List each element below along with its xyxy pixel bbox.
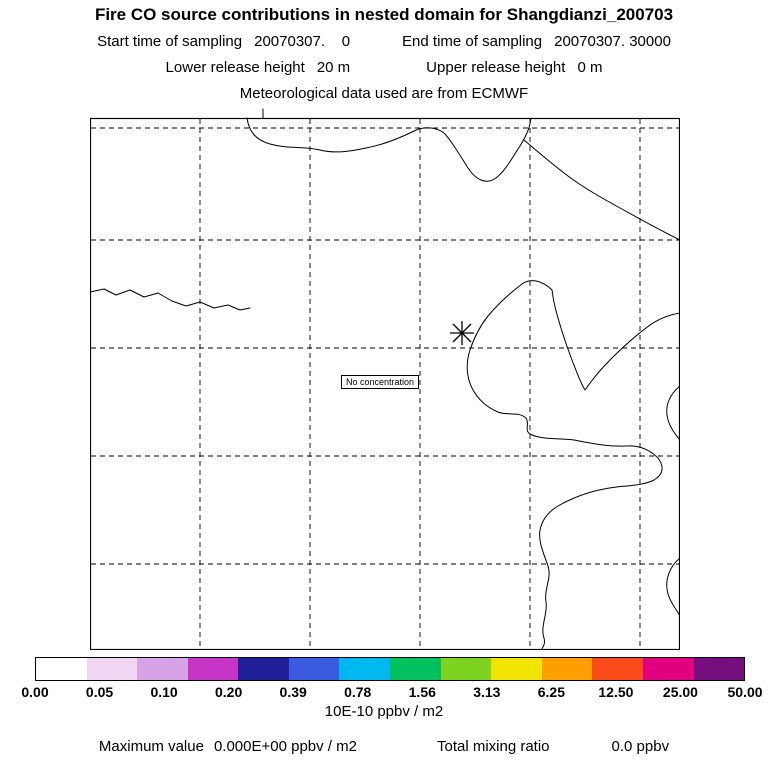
colorbar-tick-label: 0.05 xyxy=(85,684,114,700)
colorbar-tick-label: 6.25 xyxy=(537,684,565,700)
lower-release-label: Lower release height xyxy=(165,59,305,76)
station-marker-icon xyxy=(450,321,474,345)
colorbar-tick-label: 0.78 xyxy=(344,684,372,700)
no-concentration-label: No concentration xyxy=(341,375,420,389)
river-west xyxy=(90,288,251,311)
start-time-value: 20070307. 0 xyxy=(254,33,351,50)
colorbar-cell xyxy=(693,658,745,680)
colorbar-cell xyxy=(137,658,188,680)
colorbar-cell xyxy=(592,658,643,680)
map-border xyxy=(90,117,680,650)
colorbar-ticks: 0.00 0.05 0.10 0.20 0.39 0.78 1.56 3.13 6.25 12.5… xyxy=(21,684,762,700)
colorbar-cell xyxy=(288,658,340,680)
colorbar-units: 10E-10 ppbv / m2 xyxy=(324,703,444,720)
maximum-value: 0.000E+00 ppbv / m2 xyxy=(213,738,357,755)
end-time-label: End time of sampling xyxy=(402,33,543,50)
colorbar-cell xyxy=(541,658,593,680)
start-time-label: Start time of sampling xyxy=(97,33,243,50)
plot-title: Fire CO source contributions in nested d… xyxy=(94,5,674,24)
release-height-line: Lower release height 20 m Upper release … xyxy=(0,59,768,76)
coastline-north xyxy=(246,117,532,182)
map-panel xyxy=(90,108,680,650)
colorbar-cell xyxy=(491,658,542,680)
colorbar-cell xyxy=(36,658,87,680)
lower-release-value: 20 m xyxy=(316,59,351,76)
colorbar-tick-label: 12.50 xyxy=(598,684,634,700)
colorbar-tick-label: 3.13 xyxy=(473,684,501,700)
colorbar-cell xyxy=(642,658,694,680)
coastline-bohai xyxy=(466,280,680,650)
total-mixing-ratio-label: Total mixing ratio xyxy=(436,738,550,755)
sampling-line: Start time of sampling 20070307. 0 End t… xyxy=(0,33,768,50)
colorbar-tick-label: 1.56 xyxy=(408,684,436,700)
colorbar-cell xyxy=(86,658,138,680)
colorbar-cell xyxy=(339,658,391,680)
maximum-value-label: Maximum value xyxy=(98,738,204,755)
coastlines xyxy=(90,108,680,650)
colorbar-tick-label: 25.00 xyxy=(662,684,698,700)
footer-stats-line: Maximum value 0.000E+00 ppbv / m2 Total … xyxy=(0,738,768,755)
colorbar-cell xyxy=(390,658,441,680)
colorbar-tick-label: 0.39 xyxy=(279,684,307,700)
colorbar xyxy=(35,657,745,681)
coastline-right-edge-upper xyxy=(666,385,680,441)
end-time-value: 20070307. 30000 xyxy=(554,33,671,50)
upper-release-label: Upper release height xyxy=(426,59,566,76)
coastline-northeast-branch xyxy=(523,139,680,241)
colorbar-tick-label: 0.00 xyxy=(21,684,49,700)
met-data-line: Meteorological data used are from ECMWF xyxy=(239,85,529,102)
upper-release-value: 0 m xyxy=(577,59,603,76)
colorbar-tick-label: 0.10 xyxy=(150,684,178,700)
colorbar-cell xyxy=(238,658,289,680)
colorbar-tick-label: 50.00 xyxy=(727,684,763,700)
colorbar-tick-label: 0.20 xyxy=(215,684,243,700)
coastline-right-edge-lower xyxy=(666,557,680,617)
map-grid-lines xyxy=(91,119,679,649)
colorbar-cell xyxy=(440,658,492,680)
total-mixing-ratio-value: 0.0 ppbv xyxy=(611,738,670,755)
colorbar-cell xyxy=(187,658,239,680)
